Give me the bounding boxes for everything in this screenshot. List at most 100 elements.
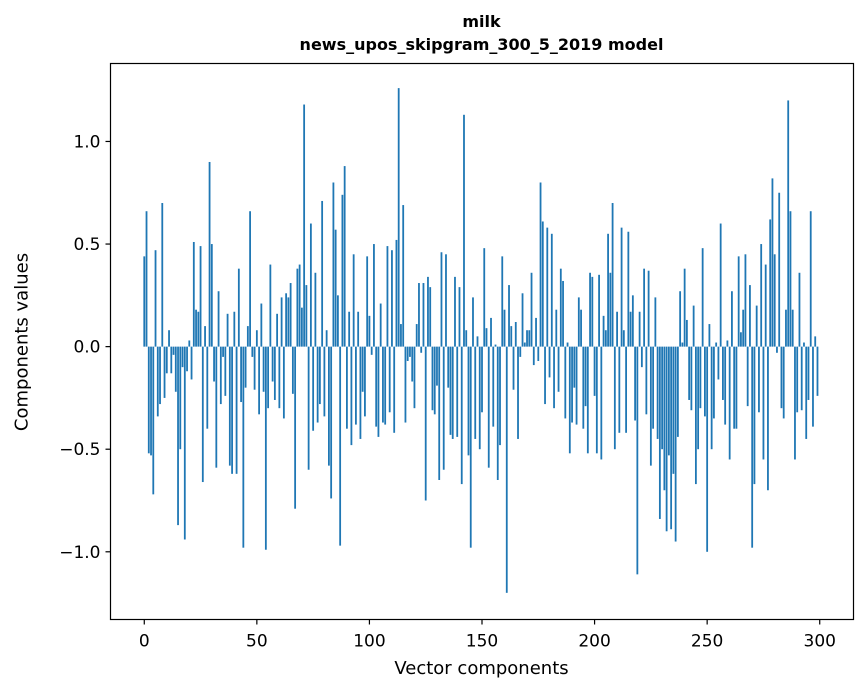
bar-257 [722,346,724,400]
bar-52 [260,303,263,347]
x-tick-label: 150 [466,632,498,652]
bar-241 [685,319,688,347]
bar-8 [161,203,164,347]
bar-233 [667,346,670,456]
bar-38 [228,346,231,466]
bar-289 [794,346,796,460]
bar-130 [436,346,438,386]
bar-48 [251,346,254,357]
bar-203 [600,346,603,460]
bar-27 [204,326,206,347]
bar-119 [411,346,414,382]
bar-247 [699,346,702,409]
bar-79 [321,200,324,347]
bar-273 [758,346,760,413]
bar-248 [701,248,704,347]
bar-15 [177,346,179,526]
bar-78 [318,346,321,405]
bar-204 [602,315,605,347]
bar-62 [282,346,285,419]
bar-239 [681,342,684,347]
bar-163 [510,326,513,347]
bar-1 [145,211,148,347]
bar-118 [409,346,411,357]
bar-172 [530,272,533,347]
bar-69 [298,264,301,347]
bar-222 [643,268,646,347]
bar-167 [519,346,522,357]
bar-36 [224,346,227,396]
bar-170 [526,330,528,347]
plot-frame [109,62,855,621]
bar-123 [420,346,423,353]
bar-116 [404,346,407,423]
bar-153 [487,346,490,468]
bar-185 [559,268,562,347]
bar-73 [307,346,310,470]
bar-7 [159,346,161,405]
bar-29 [208,161,211,347]
bar-20 [188,340,191,347]
bar-4 [152,346,155,495]
bar-253 [713,346,715,419]
bar-206 [607,233,609,347]
bar-199 [591,276,594,347]
bar-224 [647,270,650,347]
bar-101 [370,346,373,355]
bar-106 [382,346,384,423]
bar-240 [683,268,686,347]
bar-125 [424,346,427,501]
bar-188 [566,342,569,347]
bar-21 [190,346,193,380]
bar-89 [343,166,346,347]
y-tick-label: 0.5 [73,235,100,255]
bar-121 [415,324,418,347]
bar-113 [397,88,400,347]
bar-258 [724,346,727,425]
bar-171 [528,330,531,347]
bar-181 [550,233,553,347]
bar-178 [544,346,546,405]
bar-169 [523,342,526,347]
bar-256 [719,223,722,347]
bar-13 [172,346,175,355]
bar-10 [165,346,168,374]
bar-61 [280,297,283,347]
bar-243 [690,346,693,411]
bar-129 [433,346,436,415]
bar-205 [604,330,607,347]
bar-25 [199,246,202,347]
bar-126 [427,276,429,347]
bar-282 [778,192,781,347]
x-tick-label: 50 [246,632,268,652]
bar-179 [546,227,549,347]
bar-12 [170,346,173,374]
bar-160 [503,309,506,347]
bar-145 [469,346,472,548]
bar-157 [496,346,499,480]
bar-143 [465,330,468,347]
bar-110 [391,250,393,347]
bar-108 [386,246,389,347]
bar-168 [521,293,524,347]
x-tick-label: 300 [804,632,836,652]
bar-208 [611,203,614,347]
bar-0 [143,256,146,347]
bar-217 [631,295,634,347]
bar-216 [629,311,632,347]
bar-230 [661,346,664,450]
bar-26 [201,346,204,483]
bar-150 [481,346,483,413]
bar-66 [291,346,294,394]
bar-298 [814,336,817,347]
bar-202 [598,274,600,347]
bar-192 [575,346,578,425]
bar-293 [803,342,805,347]
bar-161 [505,346,508,593]
bar-189 [568,346,571,454]
bar-159 [501,256,504,347]
bar-59 [276,313,279,347]
bar-50 [255,330,258,347]
bar-87 [339,346,342,546]
bar-122 [418,283,420,347]
